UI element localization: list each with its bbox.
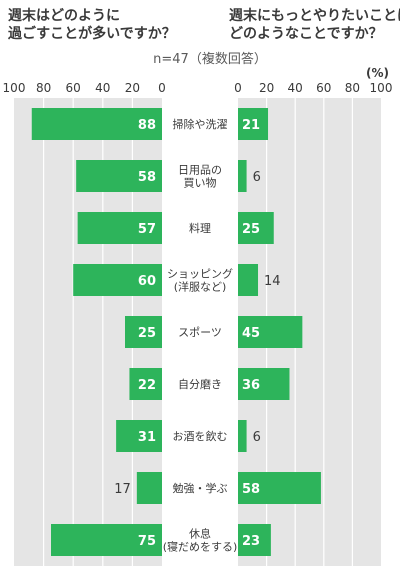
right-axis-tick-label: 20: [259, 81, 274, 95]
right-axis-tick-label: 80: [345, 81, 360, 95]
right-bar: [238, 420, 247, 452]
left-bar: [31, 108, 163, 140]
category-label: ショッピング: [167, 267, 233, 281]
left-bar: [77, 212, 162, 244]
category-label: (寝だめをする): [163, 540, 238, 554]
right-bar: [238, 316, 303, 348]
left-question: 週末はどのように 過ごすことが多いですか？: [8, 7, 183, 43]
respondents-note: n=47（複数回答）: [153, 52, 267, 67]
right-bar: [238, 264, 259, 296]
left-question-line-2: 過ごすことが多いですか？: [8, 26, 176, 42]
right-bar-value-label: 25: [242, 222, 260, 237]
left-bar-value-label: 57: [138, 222, 156, 237]
left-axis-tick-label: 20: [125, 81, 140, 95]
left-bar-value-label: 88: [138, 118, 156, 133]
right-bar-value-label: 23: [242, 534, 260, 549]
left-bar: [136, 472, 162, 504]
left-bar-value-label: 58: [138, 170, 156, 185]
left-axis-tick-label: 60: [66, 81, 81, 95]
category-label: 買い物: [184, 176, 217, 190]
category-label: 勉強・学ぶ: [173, 481, 228, 495]
left-question-line-1: 週末はどのように: [8, 8, 120, 24]
right-bar-value-label: 6: [253, 430, 261, 445]
right-axis-tick-label: 40: [288, 81, 303, 95]
right-axis-tick-label: 60: [316, 81, 331, 95]
right-axis-tick-label: 0: [234, 81, 242, 95]
right-bar: [238, 368, 290, 400]
left-bar: [125, 316, 162, 348]
left-bar-value-label: 31: [138, 430, 156, 445]
right-axis-tick-label: 100: [370, 81, 393, 95]
left-axis-tick-label: 40: [95, 81, 110, 95]
right-bar: [238, 212, 274, 244]
left-bar: [76, 160, 162, 192]
right-bar-value-label: 14: [264, 274, 281, 289]
right-bar: [238, 108, 269, 140]
category-label: 休息: [189, 527, 211, 541]
right-bar-value-label: 21: [242, 118, 260, 133]
right-bar-value-label: 45: [242, 326, 260, 341]
category-label: お酒を飲む: [173, 429, 228, 443]
left-axis-tick-label: 0: [158, 81, 166, 95]
right-question-line-2: どのようなことですか？: [229, 26, 383, 42]
category-label: 自分磨き: [178, 378, 222, 391]
left-bar: [116, 420, 162, 452]
right-bar: [238, 524, 271, 556]
left-bar: [51, 524, 162, 556]
right-bar-value-label: 36: [242, 378, 260, 393]
left-bar-value-label: 60: [138, 274, 156, 289]
category-label: スポーツ: [178, 326, 222, 339]
left-bar-value-label: 17: [114, 482, 131, 497]
category-label: 日用品の: [178, 164, 222, 177]
left-bar-value-label: 22: [138, 378, 156, 393]
left-bar-value-label: 25: [138, 326, 156, 341]
left-bar-value-label: 75: [138, 534, 156, 549]
percent-unit: (%): [366, 66, 389, 80]
right-question: 週末にもっとやりたいことは どのようなことですか？: [229, 7, 400, 43]
left-axis-tick-label: 80: [36, 81, 51, 95]
left-axis-tick-label: 100: [3, 81, 26, 95]
right-bar: [238, 160, 247, 192]
right-bar-value-label: 58: [242, 482, 260, 497]
right-bar-value-label: 6: [253, 170, 261, 185]
right-question-line-1: 週末にもっとやりたいことは: [229, 8, 400, 24]
category-label: (洋服など): [174, 280, 227, 294]
category-label: 掃除や洗濯: [173, 117, 228, 131]
left-bar: [129, 368, 162, 400]
category-label: 料理: [189, 221, 211, 235]
left-bar: [73, 264, 162, 296]
right-bar: [238, 472, 321, 504]
